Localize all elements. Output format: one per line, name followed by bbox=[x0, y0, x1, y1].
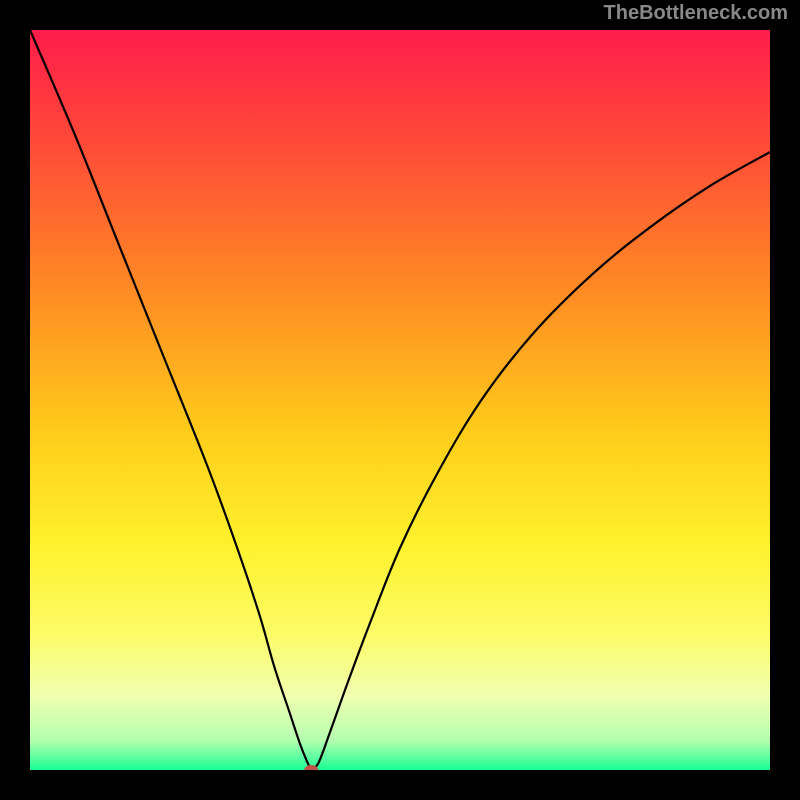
watermark-text: TheBottleneck.com bbox=[604, 2, 788, 25]
chart-svg bbox=[30, 30, 770, 770]
chart-background bbox=[30, 30, 770, 770]
chart-plot-area bbox=[30, 30, 770, 770]
